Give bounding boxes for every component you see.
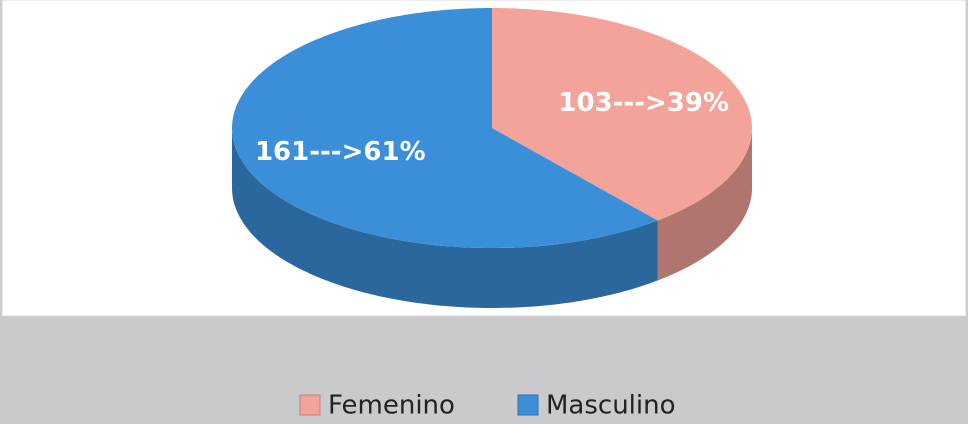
value-label: 161--->61%	[255, 137, 426, 167]
legend-swatch	[299, 394, 321, 416]
legend-swatch	[517, 394, 539, 416]
slice-side	[232, 128, 658, 308]
legend-label: Masculino	[546, 391, 676, 421]
value-label: 103--->39%	[558, 88, 729, 118]
slice	[232, 8, 658, 248]
legend-label: Femenino	[328, 391, 455, 421]
slice	[492, 8, 752, 221]
slice-side	[657, 128, 752, 281]
